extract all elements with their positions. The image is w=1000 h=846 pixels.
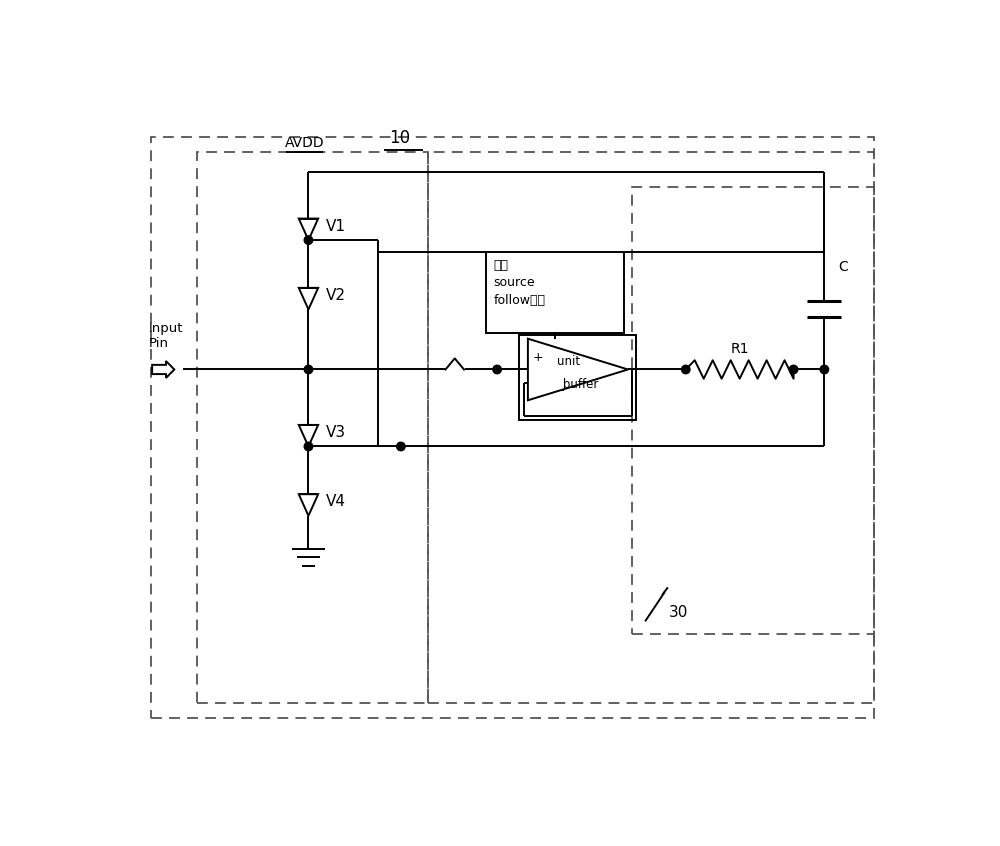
Circle shape (820, 365, 829, 374)
Text: V3: V3 (325, 426, 346, 440)
Text: _buffer: _buffer (557, 376, 599, 390)
Bar (486, 252, 624, 333)
Text: V2: V2 (325, 288, 345, 303)
Text: C: C (838, 260, 848, 274)
Text: V4: V4 (325, 494, 345, 509)
Circle shape (493, 365, 501, 374)
Circle shape (789, 365, 798, 374)
Circle shape (304, 236, 313, 244)
Text: 辅助
source
follow电路: 辅助 source follow电路 (493, 259, 545, 306)
Text: 30: 30 (669, 605, 688, 620)
Bar (151, 137, 874, 718)
Bar (197, 152, 428, 703)
Text: unit: unit (557, 355, 580, 368)
Text: AVDD: AVDD (285, 136, 324, 150)
Text: 10: 10 (389, 129, 410, 147)
Text: R1: R1 (730, 342, 749, 355)
Bar (632, 187, 874, 634)
Circle shape (397, 442, 405, 451)
Circle shape (682, 365, 690, 374)
Circle shape (304, 442, 313, 451)
Text: Input
Pin: Input Pin (148, 322, 183, 350)
Circle shape (304, 365, 313, 374)
Bar (519, 335, 636, 420)
Text: +: + (533, 351, 543, 365)
Text: V1: V1 (325, 219, 345, 233)
Bar (428, 152, 874, 703)
